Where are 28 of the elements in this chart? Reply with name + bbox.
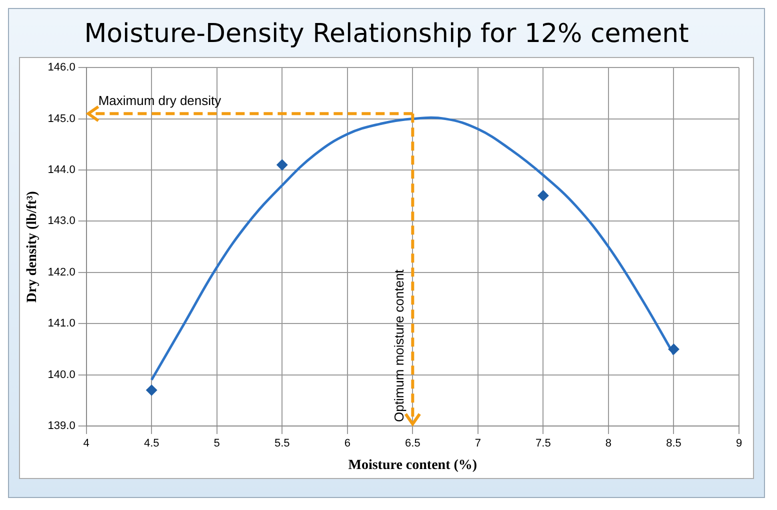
x-tick-label: 4.5 [144,438,160,450]
y-tick-label: 145.0 [48,112,76,125]
x-tick-label: 7.5 [536,438,551,450]
point [146,384,158,396]
y-tick-label: 140.0 [48,368,76,381]
x-tick-label: 7 [474,438,481,450]
x-tick-label: 8 [605,438,612,450]
y-tick-label: 144.0 [48,164,76,176]
point [668,344,680,355]
x-tick-label: 4 [83,438,90,450]
x-tick-label: 6.5 [405,438,420,450]
x-axis-title: Moisture content (%) [348,458,478,474]
x-tick-label: 6 [344,438,350,450]
x-tick-label: 5.5 [274,438,290,450]
chart-title: Moisture-Density Relationship for 12% cement [83,18,690,51]
x-tick-label: 8.5 [666,438,682,450]
point [538,190,549,202]
y-tick-label: 141.0 [48,318,76,330]
x-tick-label: 9 [736,438,742,450]
ref-line-label: Optimum moisture content [392,269,407,422]
x-tick-label: 5 [214,438,220,450]
ref-line-label: Maximum dry density [98,92,222,108]
y-axis-title: Dry density (lb/ft³) [25,190,40,303]
y-tick-label: 139.0 [48,420,76,432]
point [276,159,288,170]
y-tick-label: 142.0 [48,266,76,278]
y-tick-label: 146.0 [48,62,76,74]
y-tick-label: 143.0 [48,215,76,228]
